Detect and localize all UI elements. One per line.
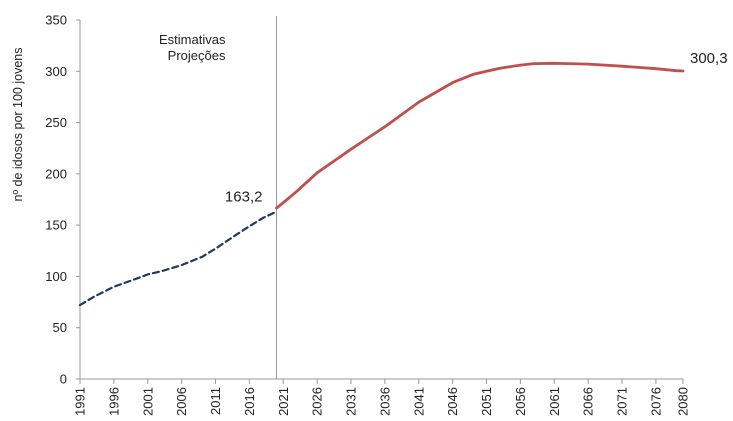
data-label-start: 163,2 <box>225 189 263 206</box>
data-label-end: 300,3 <box>690 50 728 67</box>
x-tick-label: 2026 <box>310 387 325 416</box>
y-tick-label: 0 <box>60 372 67 387</box>
y-tick-label: 50 <box>53 320 67 335</box>
x-tick-label: 2071 <box>615 387 630 416</box>
x-tick-label: 2031 <box>344 387 359 416</box>
x-tick-label: 2021 <box>276 387 291 416</box>
x-tick-label: 2066 <box>581 387 596 416</box>
period-label: Estimativas <box>159 32 226 47</box>
period-label: Projeções <box>168 48 226 63</box>
x-tick-label: 2061 <box>547 387 562 416</box>
x-tick-label: 2036 <box>377 387 392 416</box>
axes <box>76 16 684 384</box>
x-tick-label: 1996 <box>106 387 121 416</box>
x-tick-label: 2046 <box>445 387 460 416</box>
x-tick-label: 2051 <box>479 387 494 416</box>
x-tick-label: 2006 <box>174 387 189 416</box>
projections-series-line <box>275 61 685 210</box>
x-tick-label: 2076 <box>648 387 663 416</box>
y-tick-label: 150 <box>45 218 67 233</box>
x-tick-label: 2056 <box>513 387 528 416</box>
y-tick-label: 250 <box>45 115 67 130</box>
y-axis-title: nº de idosos por 100 jovens <box>11 48 25 202</box>
x-tick-label: 2011 <box>208 387 223 415</box>
x-tick-label: 2041 <box>411 387 426 416</box>
estimates-series-line <box>78 210 278 307</box>
x-tick-label: 1991 <box>73 387 88 416</box>
y-tick-label: 200 <box>45 166 67 181</box>
x-tick-label: 2001 <box>140 387 155 416</box>
series-layer <box>78 61 685 307</box>
y-tick-label: 350 <box>45 13 67 28</box>
y-tick-label: 100 <box>45 269 67 284</box>
labels-layer: 0 50 100 150 200 250 300 350 1991 1996 2001 2006 201… <box>11 13 728 416</box>
y-tick-label: 300 <box>45 64 67 79</box>
x-tick-label: 2080 <box>676 387 691 416</box>
x-tick-label: 2016 <box>242 387 257 416</box>
